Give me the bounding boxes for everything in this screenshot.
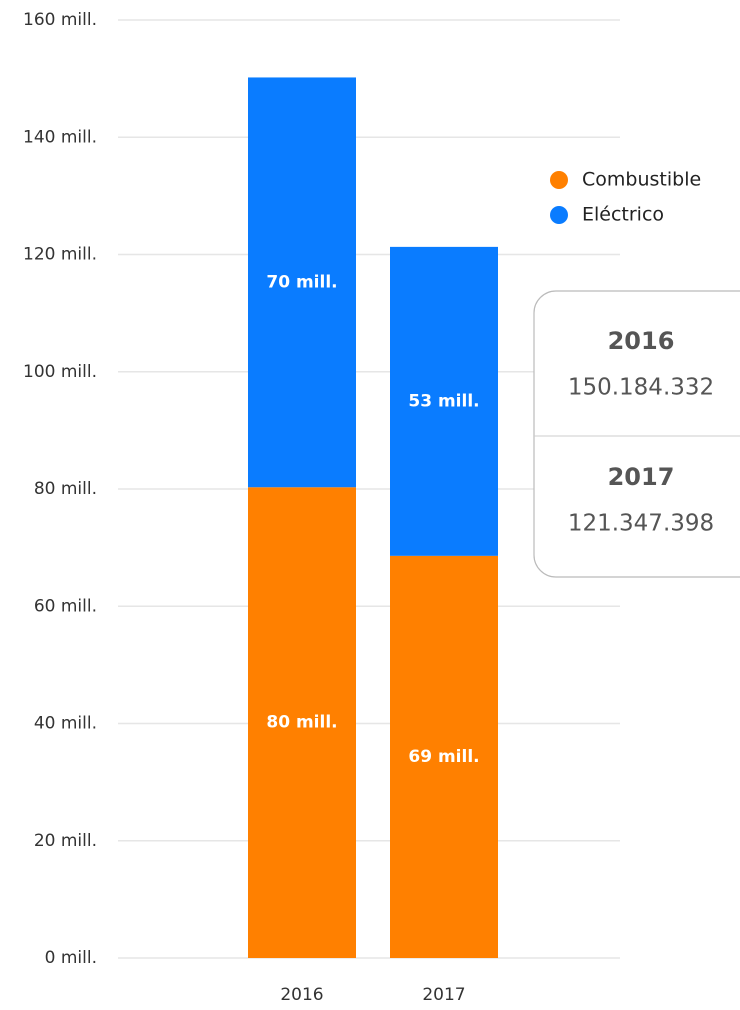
bars: 80 mill. 70 mill. 2016 69 mill. 53 mill. 2017 [248,77,498,1005]
y-tick-label: 0 mill. [45,948,97,968]
y-tick-label: 140 mill. [23,127,97,147]
x-tick-label: 2016 [280,985,323,1005]
y-tick-label: 40 mill. [34,714,97,734]
bar-segment [390,555,498,958]
x-tick-label: 2017 [422,985,465,1005]
value-label: 69 mill. [408,747,479,767]
bar-segment [248,77,356,488]
y-tick-label: 60 mill. [34,596,97,616]
bar-segment [248,487,356,958]
legend-marker [550,206,568,224]
legend: Combustible Eléctrico [550,169,701,226]
value-label: 70 mill. [266,272,337,292]
value-label: 80 mill. [266,713,337,733]
tooltip: 2016 150.184.332 2017 121.347.398 [533,290,740,578]
value-label: 53 mill. [408,391,479,411]
legend-label: Combustible [582,169,701,191]
tooltip-title: 2016 [608,327,675,355]
tooltip-title: 2017 [608,463,675,491]
y-tick-label: 20 mill. [34,831,97,851]
y-tick-label: 100 mill. [23,362,97,382]
legend-label: Eléctrico [582,204,664,226]
legend-marker [550,171,568,189]
tooltip-box [533,290,740,578]
y-tick-label: 120 mill. [23,245,97,265]
tooltip-value: 150.184.332 [568,375,714,401]
bar-segment [390,246,498,556]
y-tick-label: 160 mill. [23,10,97,30]
tooltip-value: 121.347.398 [568,511,714,537]
y-tick-label: 80 mill. [34,479,97,499]
grid: 0 mill. 20 mill. 40 mill. 60 mill. 80 mill. 1… [23,10,620,968]
